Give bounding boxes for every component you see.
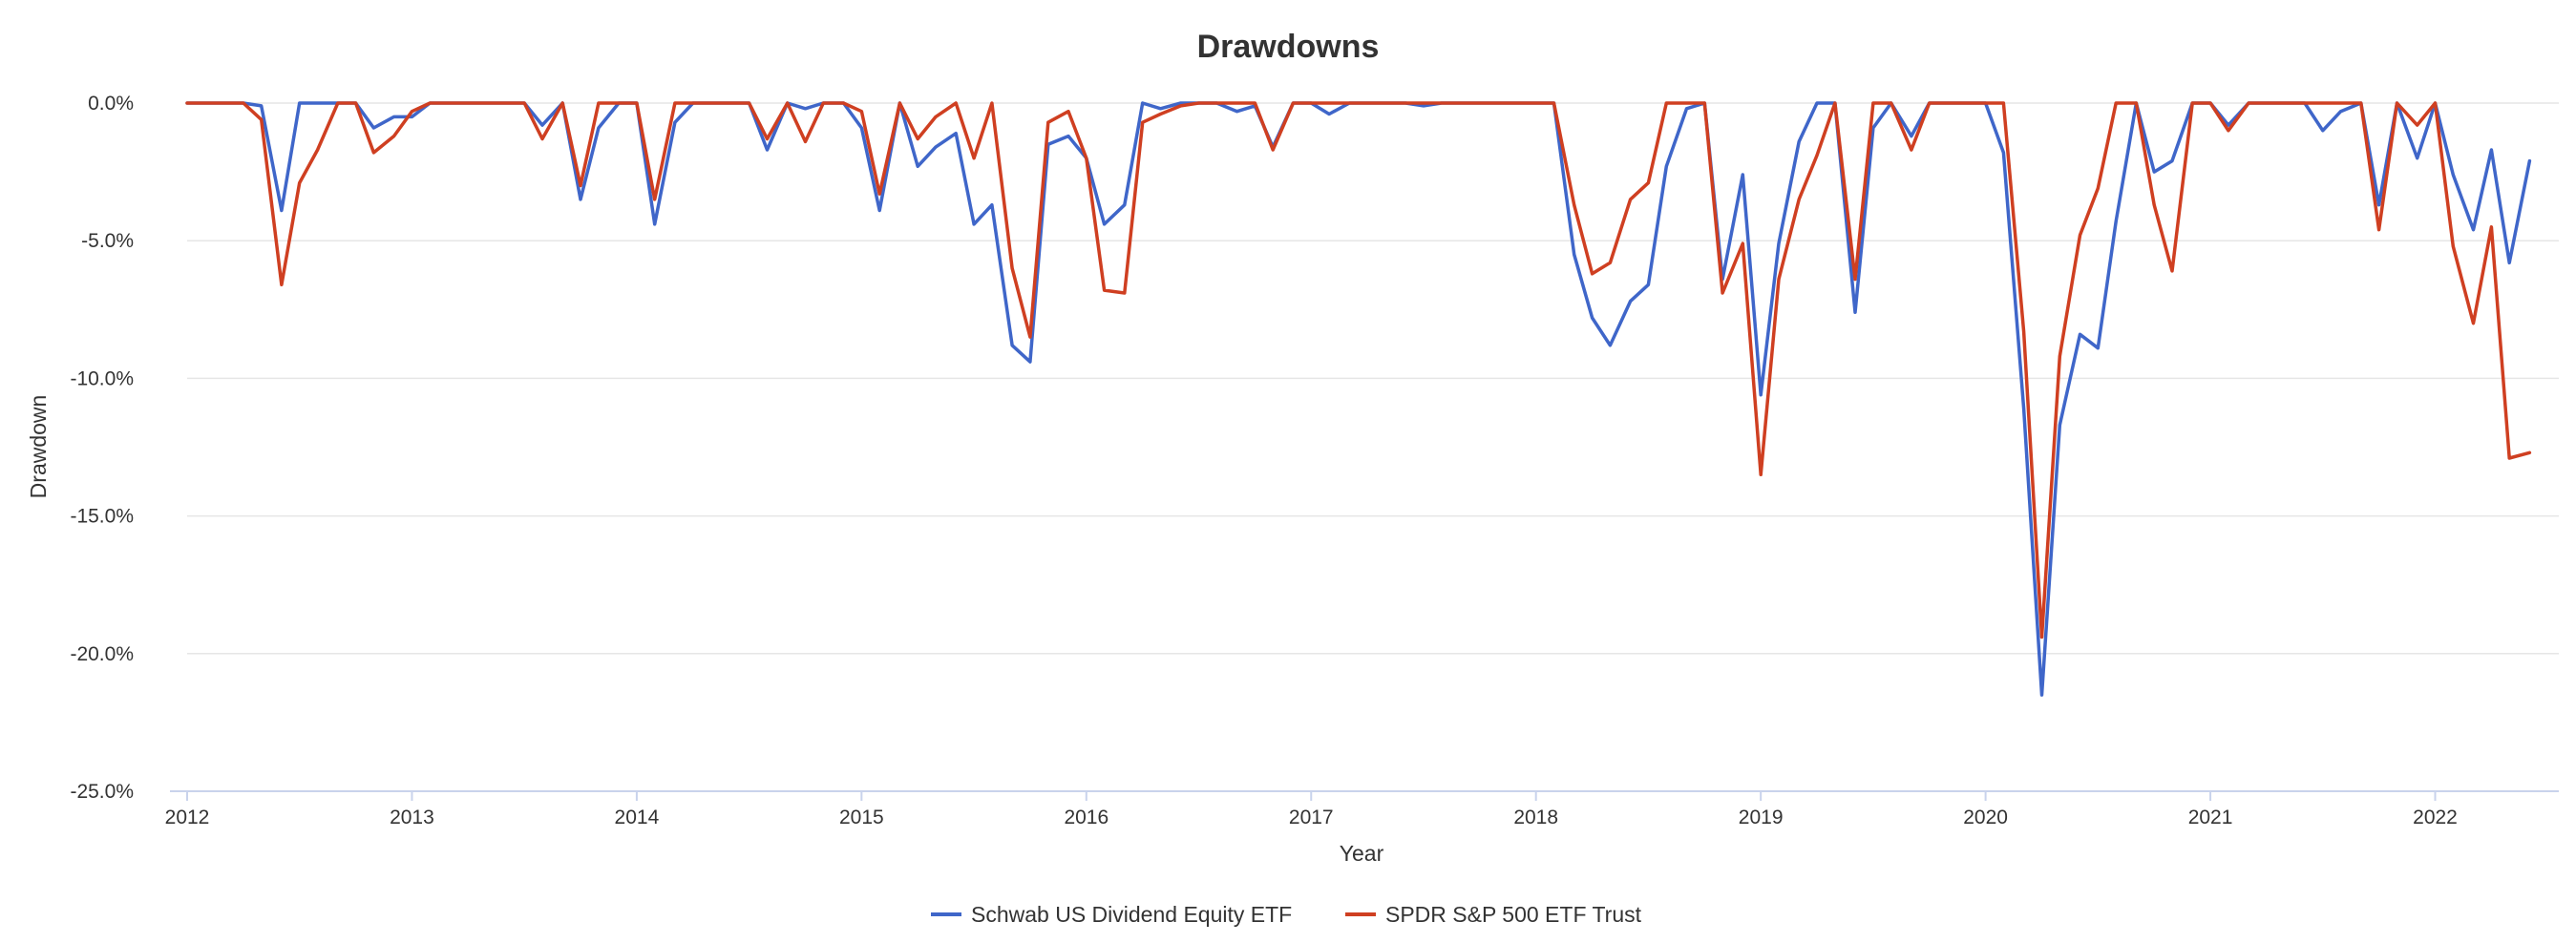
y-tick-label: -10.0% <box>70 367 134 389</box>
x-axis: 2012 2013 2014 2015 2016 2017 2018 2019 2020 2021… <box>165 790 2559 828</box>
x-tick-label: 2020 <box>1963 807 2008 828</box>
series-line-2 <box>185 101 2532 639</box>
y-axis-ticks: 0.0% -5.0% -10.0% -15.0% -20.0% -25.0% <box>70 93 134 803</box>
y-tick-label: -5.0% <box>81 230 134 252</box>
x-tick-label: 2018 <box>1513 807 1558 828</box>
legend-label: SPDR S&P 500 ETF Trust <box>1385 902 1642 927</box>
y-tick-label: 0.0% <box>88 93 134 115</box>
x-tick-label: 2016 <box>1064 807 1109 828</box>
y-axis-title: Drawdown <box>26 395 51 499</box>
x-tick-label: 2021 <box>2188 807 2233 828</box>
legend: Schwab US Dividend Equity ETF SPDR S&P 50… <box>931 902 1642 927</box>
x-tick-label: 2015 <box>839 807 884 828</box>
legend-label: Schwab US Dividend Equity ETF <box>971 902 1292 927</box>
x-tick-label: 2017 <box>1289 807 1334 828</box>
x-tick-label: 2022 <box>2413 807 2458 828</box>
y-tick-label: -25.0% <box>70 781 134 803</box>
x-tick-label: 2019 <box>1739 807 1784 828</box>
grid-lines <box>187 102 2559 655</box>
chart-title: Drawdowns <box>1197 29 1380 65</box>
series-line-1 <box>185 101 2532 697</box>
x-tick-label: 2014 <box>615 807 660 828</box>
y-tick-label: -15.0% <box>70 506 134 528</box>
series-lines <box>185 101 2532 697</box>
x-tick-label: 2012 <box>165 807 210 828</box>
x-axis-title: Year <box>1340 841 1384 866</box>
y-tick-label: -20.0% <box>70 643 134 665</box>
x-tick-label: 2013 <box>390 807 434 828</box>
